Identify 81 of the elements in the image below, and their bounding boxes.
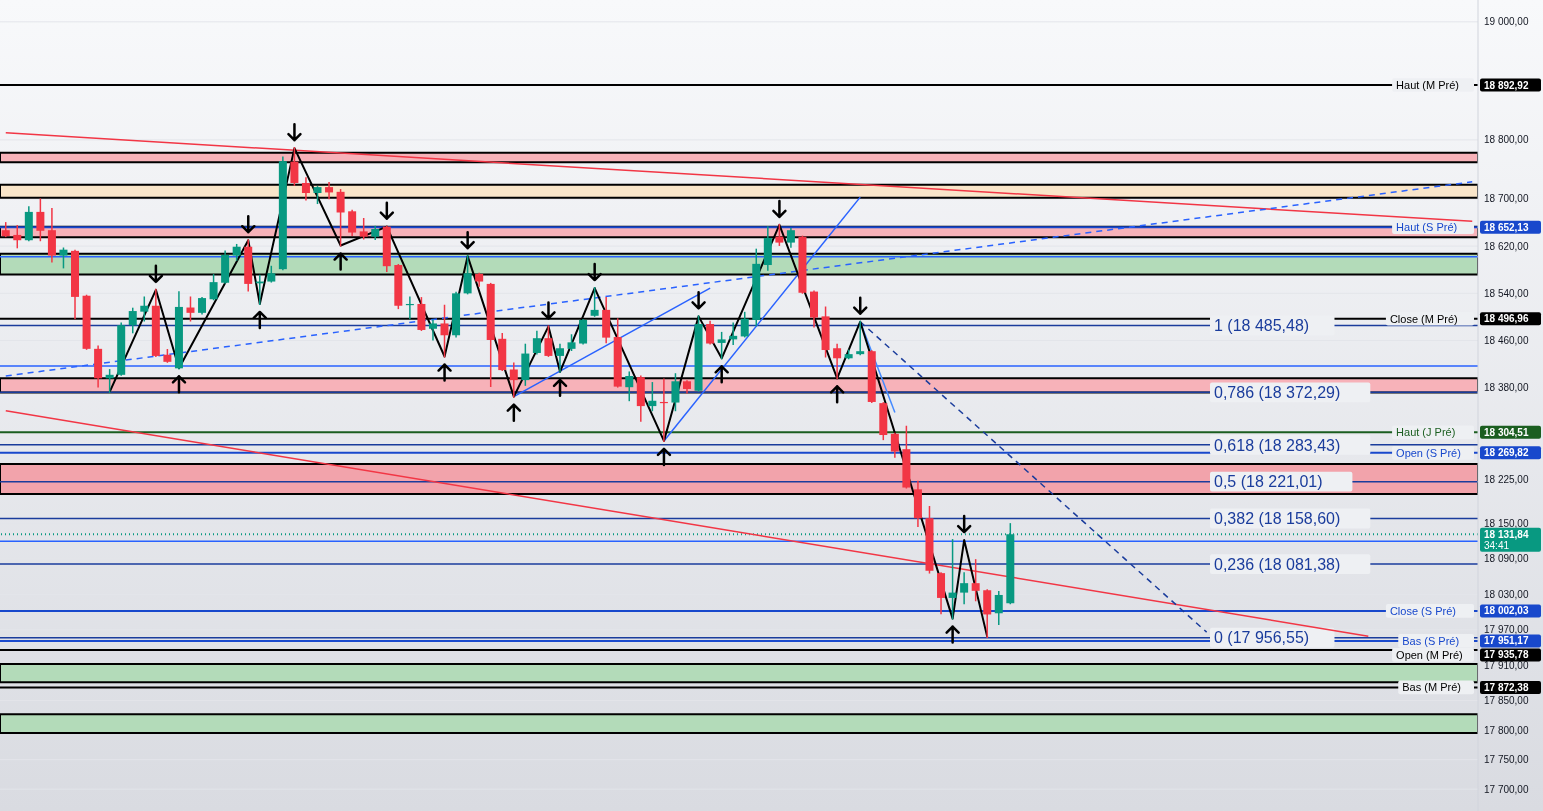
candlestick <box>290 146 299 187</box>
candlestick <box>140 295 149 323</box>
candlestick <box>625 370 634 402</box>
y-tick-label: 17 800,00 <box>1484 724 1529 736</box>
candlestick <box>428 318 437 342</box>
ref-line-label: Haut (J Pré) <box>1396 426 1456 439</box>
candlestick <box>509 361 518 399</box>
ref-line-label: 1 (18 485,48) <box>1214 317 1310 335</box>
candlestick <box>463 254 472 296</box>
y-tick-label: 19 000,00 <box>1484 16 1529 28</box>
candlestick <box>336 188 345 248</box>
candlestick <box>128 306 137 335</box>
candlestick <box>775 223 784 247</box>
ref-line-label: Open (M Pré) <box>1396 648 1463 661</box>
candlestick <box>856 319 865 356</box>
ref-line-label: Bas (M Pré) <box>1402 681 1461 694</box>
candlestick <box>706 319 715 346</box>
candlestick <box>948 538 957 621</box>
y-tick-label: 18 304,51 <box>1484 426 1529 438</box>
y-tick-label: 17 951,17 <box>1484 635 1529 647</box>
candlestick <box>36 197 45 242</box>
ref-line-label: Close (M Pré) <box>1389 312 1458 325</box>
candlestick <box>833 342 842 381</box>
ref-line-label: 0,618 (18 283,43) <box>1214 436 1341 454</box>
ref-line-label: Haut (S Pré) <box>1396 221 1458 234</box>
y-tick-label: 18 090,00 <box>1484 553 1529 565</box>
y-tick-label: 17 750,00 <box>1484 754 1529 766</box>
ref-line-label: Bas (S Pré) <box>1402 634 1460 647</box>
y-tick-label: 18 131,84 <box>1484 528 1529 540</box>
candlestick <box>440 304 449 359</box>
y-tick-label: 17 700,00 <box>1484 783 1529 795</box>
y-tick-label: 17 872,38 <box>1484 681 1529 693</box>
y-tick-label: 18 380,00 <box>1484 382 1529 394</box>
candlestick <box>740 311 749 339</box>
candlestick <box>960 571 969 605</box>
candlestick <box>13 224 22 250</box>
candlestick <box>717 331 726 361</box>
candlestick <box>186 295 195 323</box>
ref-line-label: Close (S Pré) <box>1389 604 1456 617</box>
y-tick-label: 18 030,00 <box>1484 588 1529 600</box>
y-tick-label: 18 002,03 <box>1484 605 1529 617</box>
ref-line-label: 0,236 (18 081,38) <box>1214 555 1341 573</box>
candlestick <box>59 246 68 270</box>
y-tick-label: 18 269,82 <box>1484 447 1529 459</box>
y-tick-label: 18 700,00 <box>1484 193 1529 205</box>
y-tick-label: 18 892,92 <box>1484 79 1529 91</box>
y-tick-label: 18 800,00 <box>1484 134 1529 146</box>
y-tick-label: 18 150,00 <box>1484 518 1529 530</box>
candlestick <box>359 217 368 241</box>
candlestick <box>786 227 795 249</box>
y-tick-label: 18 460,00 <box>1484 335 1529 347</box>
y-tick-label: 17 970,00 <box>1484 624 1529 636</box>
candlestick <box>544 324 553 358</box>
candlestick <box>890 432 899 459</box>
candlestick <box>579 318 588 346</box>
candlestick <box>648 381 657 412</box>
y-tick-label: 18 652,13 <box>1484 221 1529 233</box>
candlestick <box>971 558 980 603</box>
y-tick-label: 18 496,96 <box>1484 313 1529 325</box>
candlestick <box>555 342 564 374</box>
candlestick <box>209 273 218 302</box>
ref-line-label: 0,5 (18 221,01) <box>1214 473 1323 491</box>
ref-line-label: 0,786 (18 372,29) <box>1214 384 1341 402</box>
ref-line-label: 0 (17 956,55) <box>1214 629 1310 647</box>
candlestick <box>348 208 357 237</box>
y-tick-label: 17 910,00 <box>1484 659 1529 671</box>
candlestick <box>532 329 541 356</box>
ref-line-label: Haut (M Pré) <box>1396 79 1460 91</box>
ref-line-label: 0,382 (18 158,60) <box>1214 510 1341 528</box>
y-tick-label: 18 620,00 <box>1484 240 1529 252</box>
candlestick <box>671 372 680 412</box>
y-tick-label: 18 540,00 <box>1484 287 1529 299</box>
y-tick-label: 18 225,00 <box>1484 473 1529 485</box>
candlestick <box>590 286 599 318</box>
y-tick-label: 17 850,00 <box>1484 695 1529 707</box>
candlestick <box>301 176 310 202</box>
candlestick <box>325 181 334 201</box>
y-tick-label: 17 935,78 <box>1484 649 1529 661</box>
ref-line-label: Open (S Pré) <box>1396 446 1461 459</box>
text: 34:41 <box>1484 539 1510 551</box>
candlestick <box>994 590 1003 626</box>
